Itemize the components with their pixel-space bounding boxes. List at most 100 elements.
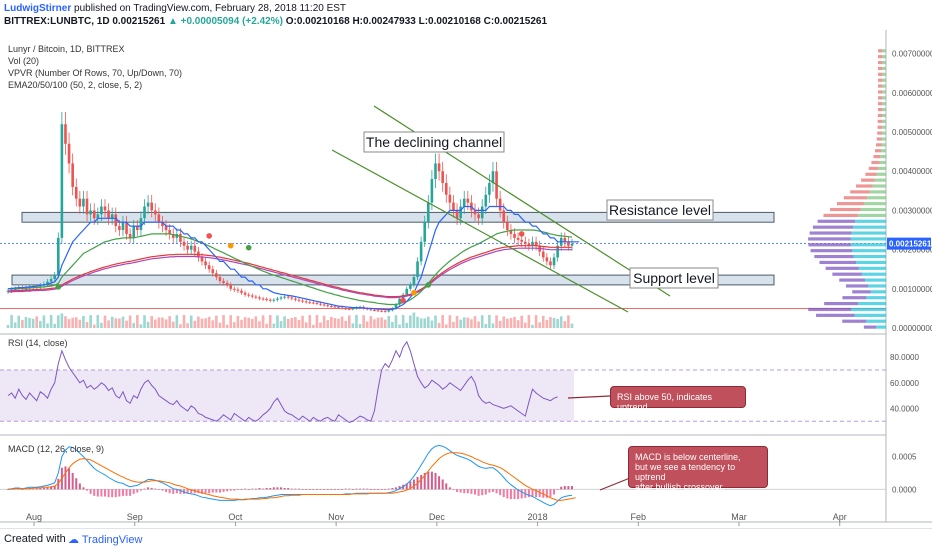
volume-bar	[380, 317, 383, 328]
volume-bar	[470, 319, 473, 328]
macd-tick-label: 0.0005	[892, 453, 917, 462]
volume-bar	[150, 316, 153, 328]
macd-histogram-bar	[258, 488, 260, 489]
volume-bar	[143, 315, 146, 328]
macd-histogram-bar	[327, 489, 329, 490]
vpvr-bar	[823, 214, 857, 217]
volume-bar	[176, 315, 179, 328]
vpvr-bar	[861, 179, 875, 182]
volume-bar	[449, 315, 452, 328]
volume-bar	[495, 315, 498, 328]
tradingview-logo[interactable]: ☁ TradingView	[68, 533, 142, 546]
candle	[104, 207, 107, 211]
x-tick-label: Feb	[631, 512, 647, 522]
vpvr-bar	[811, 249, 853, 252]
macd-histogram-bar	[341, 489, 343, 490]
vpvr-bar	[858, 214, 886, 217]
vpvr-bar	[882, 67, 886, 70]
ema50-line	[8, 230, 572, 305]
ema100b-line	[8, 248, 572, 297]
vpvr-bar	[881, 149, 886, 152]
candle	[323, 304, 326, 305]
candle	[337, 307, 340, 308]
candle	[517, 238, 520, 240]
macd-histogram-bar	[43, 488, 45, 489]
candle	[459, 207, 462, 219]
macd-histogram-bar	[144, 489, 146, 490]
vpvr-bar	[808, 243, 851, 246]
macd-histogram-bar	[373, 489, 375, 490]
volume-bar	[35, 316, 38, 328]
macd-callout-line2: but we see a tendency to uptrend	[635, 462, 761, 482]
macd-histogram-bar	[140, 489, 142, 490]
volume-bar	[53, 324, 56, 328]
candle	[341, 308, 344, 309]
vpvr-bar	[866, 320, 886, 323]
author-link[interactable]: LudwigStirner	[4, 3, 71, 14]
vpvr-bar	[878, 167, 886, 170]
macd-histogram-bar	[64, 466, 66, 489]
candle	[201, 257, 204, 261]
volume-bar	[323, 316, 326, 328]
candle	[258, 297, 261, 298]
volume-bar	[222, 315, 225, 328]
candle	[474, 210, 477, 214]
vpvr-bar	[877, 132, 882, 135]
macd-histogram-bar	[172, 489, 174, 494]
vpvr-bar	[878, 102, 882, 105]
rsi-tick-label: 60.0000	[890, 379, 919, 388]
candle	[312, 303, 315, 304]
candle	[147, 203, 150, 207]
candle	[233, 289, 236, 290]
vpvr-bar	[878, 67, 882, 70]
volume-bar	[17, 316, 20, 328]
volume-bar	[68, 319, 71, 328]
cross-marker	[400, 298, 406, 304]
volume-bar	[370, 316, 373, 328]
macd-histogram-bar	[348, 489, 350, 490]
macd-histogram-bar	[571, 486, 573, 489]
macd-histogram-bar	[82, 487, 84, 489]
macd-histogram-bar	[460, 489, 462, 492]
volume-bar	[506, 319, 509, 328]
macd-signal-line	[8, 453, 576, 501]
volume-bar	[348, 315, 351, 328]
volume-bar	[179, 324, 182, 328]
volume-bar	[459, 320, 462, 328]
created-with-label: Created with	[4, 533, 66, 545]
volume-bar	[28, 318, 31, 328]
candle	[434, 163, 437, 179]
macd-histogram-bar	[223, 489, 225, 492]
macd-histogram-bar	[129, 489, 131, 496]
volume-bar	[409, 316, 412, 328]
macd-histogram-bar	[510, 489, 512, 499]
volume-bar	[50, 315, 53, 328]
candle	[431, 179, 434, 203]
candle	[208, 265, 211, 269]
macd-histogram-bar	[248, 489, 250, 490]
rsi-tick-label: 80.0000	[890, 353, 919, 362]
legend-macd: MACD (12, 26, close, 9)	[8, 444, 104, 454]
vpvr-bar	[880, 155, 886, 158]
volume-bar	[567, 315, 570, 328]
candle	[484, 195, 487, 207]
candle	[316, 303, 319, 304]
macd-histogram-bar	[481, 489, 483, 495]
volume-bar	[546, 320, 549, 328]
candle	[251, 295, 254, 296]
macd-histogram-bar	[104, 489, 106, 496]
macd-histogram-bar	[521, 489, 523, 498]
vpvr-bar	[878, 114, 882, 117]
volume-bar	[237, 316, 240, 328]
volume-bar	[219, 323, 222, 328]
candle	[269, 300, 272, 301]
rsi-tick-label: 40.0000	[890, 404, 919, 413]
macd-histogram-bar	[488, 489, 490, 492]
vpvr-bar	[855, 314, 886, 317]
macd-histogram-bar	[309, 489, 311, 490]
vpvr-bar	[882, 102, 886, 105]
vpvr-bar	[856, 184, 872, 187]
volume-bar	[118, 319, 121, 328]
macd-histogram-bar	[370, 489, 372, 490]
vpvr-bar	[876, 326, 886, 329]
